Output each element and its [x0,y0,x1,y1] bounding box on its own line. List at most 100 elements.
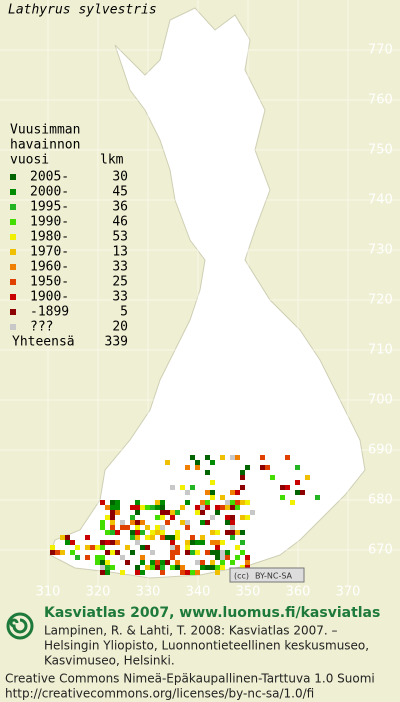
occurrence-square [165,460,170,465]
occurrence-square [175,550,180,555]
occurrence-square [105,530,110,535]
legend-label: 1980- [30,230,69,245]
occurrence-square [210,490,215,495]
occurrence-square [230,505,235,510]
occurrence-square [135,500,140,505]
occurrence-square [215,565,220,570]
occurrence-square [225,530,230,535]
occurrence-square [160,525,165,530]
occurrence-square [225,515,230,520]
y-label: 770 [368,43,393,58]
legend-label: -1899 [30,305,69,320]
occurrence-square [230,500,235,505]
occurrence-square [225,505,230,510]
occurrence-square [220,560,225,565]
occurrence-square [190,485,195,490]
occurrence-square [125,560,130,565]
occurrence-square [195,560,200,565]
occurrence-square [100,570,105,575]
occurrence-square [130,530,135,535]
occurrence-square [60,550,65,555]
occurrence-square [245,465,250,470]
occurrence-square [280,485,285,490]
legend-count: 33 [112,290,128,305]
legend-total-label: Yhteensä [12,335,75,350]
occurrence-square [220,555,225,560]
occurrence-square [130,515,135,520]
occurrence-square [145,525,150,530]
x-label: 330 [136,585,161,600]
occurrence-square [305,475,310,480]
legend-swatch [10,324,16,330]
occurrence-square [210,550,215,555]
occurrence-square [170,550,175,555]
occurrence-square [220,550,225,555]
occurrence-square [105,550,110,555]
occurrence-square [155,560,160,565]
occurrence-square [125,545,130,550]
occurrence-square [115,540,120,545]
occurrence-square [175,545,180,550]
occurrence-square [225,500,230,505]
occurrence-square [205,550,210,555]
occurrence-square [85,545,90,550]
logo-spiral [9,618,28,634]
occurrence-square [120,570,125,575]
occurrence-square [235,500,240,505]
occurrence-square [110,530,115,535]
occurrence-square [145,565,150,570]
occurrence-square [200,560,205,565]
species-title: Lathyrus sylvestris [8,3,157,18]
occurrence-square [140,520,145,525]
legend-header: Vuusimman [10,123,80,138]
occurrence-square [190,540,195,545]
occurrence-square [260,455,265,460]
occurrence-square [170,485,175,490]
occurrence-square [115,530,120,535]
occurrence-square [175,530,180,535]
legend-swatch [10,309,16,315]
occurrence-square [95,560,100,565]
occurrence-square [135,520,140,525]
occurrence-square [100,560,105,565]
occurrence-square [220,565,225,570]
x-label: 350 [236,585,261,600]
occurrence-square [290,500,295,505]
occurrence-square [205,470,210,475]
legend-label: 1900- [30,290,69,305]
legend-header: havainnon [10,138,80,153]
x-label: 310 [36,585,61,600]
occurrence-square [195,465,200,470]
occurrence-square [220,455,225,460]
occurrence-square [105,515,110,520]
occurrence-square [175,510,180,515]
badge-text: BY-NC-SA [255,572,293,581]
occurrence-square [225,555,230,560]
legend-count: 25 [112,275,128,290]
badge-box [229,567,305,583]
occurrence-square [200,520,205,525]
occurrence-square [100,540,105,545]
occurrence-square [210,495,215,500]
occurrence-square [180,485,185,490]
occurrence-square [150,565,155,570]
occurrence-square [185,550,190,555]
occurrence-square [170,535,175,540]
occurrence-square [100,555,105,560]
occurrence-square [115,550,120,555]
occurrence-square [220,505,225,510]
occurrence-square [160,570,165,575]
occurrence-square [155,500,160,505]
occurrence-square [160,565,165,570]
occurrence-square [240,515,245,520]
occurrence-square [155,525,160,530]
occurrence-square [190,455,195,460]
legend-label: 1995- [30,200,69,215]
occurrence-square [165,510,170,515]
occurrence-square [285,455,290,460]
occurrence-square [110,565,115,570]
occurrence-square [300,490,305,495]
footer-heading: Kasviatlas 2007, www.luomus.fi/kasviatla… [44,605,380,621]
occurrence-square [165,520,170,525]
occurrence-square [105,565,110,570]
